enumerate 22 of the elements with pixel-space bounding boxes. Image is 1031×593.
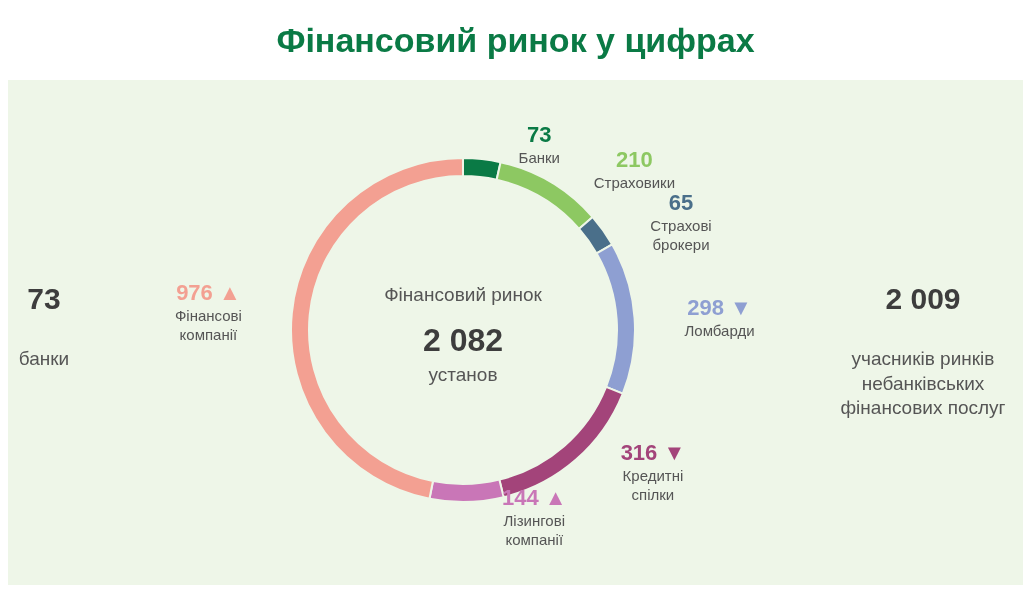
data-label: 316 ▼	[620, 439, 686, 465]
chart-title: Фінансовий ринок у цифрах	[276, 21, 755, 59]
slice-label: Лізингові компанії	[503, 512, 565, 549]
data-label: 73	[527, 122, 552, 148]
slice-label: Страховики	[593, 174, 676, 192]
text: 2 082	[422, 322, 504, 358]
text: установ	[428, 363, 498, 385]
text: 2 009	[885, 281, 961, 315]
text: Фінансовий ринок	[384, 283, 543, 305]
slice-label: Ломбарди	[684, 321, 755, 339]
text: учасників ринків небанківських фінансових послуг	[840, 347, 1006, 419]
data-label: 976 ▲	[176, 280, 241, 306]
slice-label: Банки	[518, 149, 560, 167]
data-label: 65	[668, 190, 694, 216]
slice-label: Страхові брокери	[650, 217, 712, 254]
text: банки	[18, 347, 70, 369]
text: 73	[27, 281, 61, 315]
data-label: 144 ▲	[501, 485, 567, 511]
data-label: 298 ▼	[687, 294, 752, 320]
slice-label: Кредитні спілки	[622, 466, 684, 503]
data-label: 210	[616, 147, 653, 173]
slice-label: Фінансові компанії	[174, 307, 242, 344]
